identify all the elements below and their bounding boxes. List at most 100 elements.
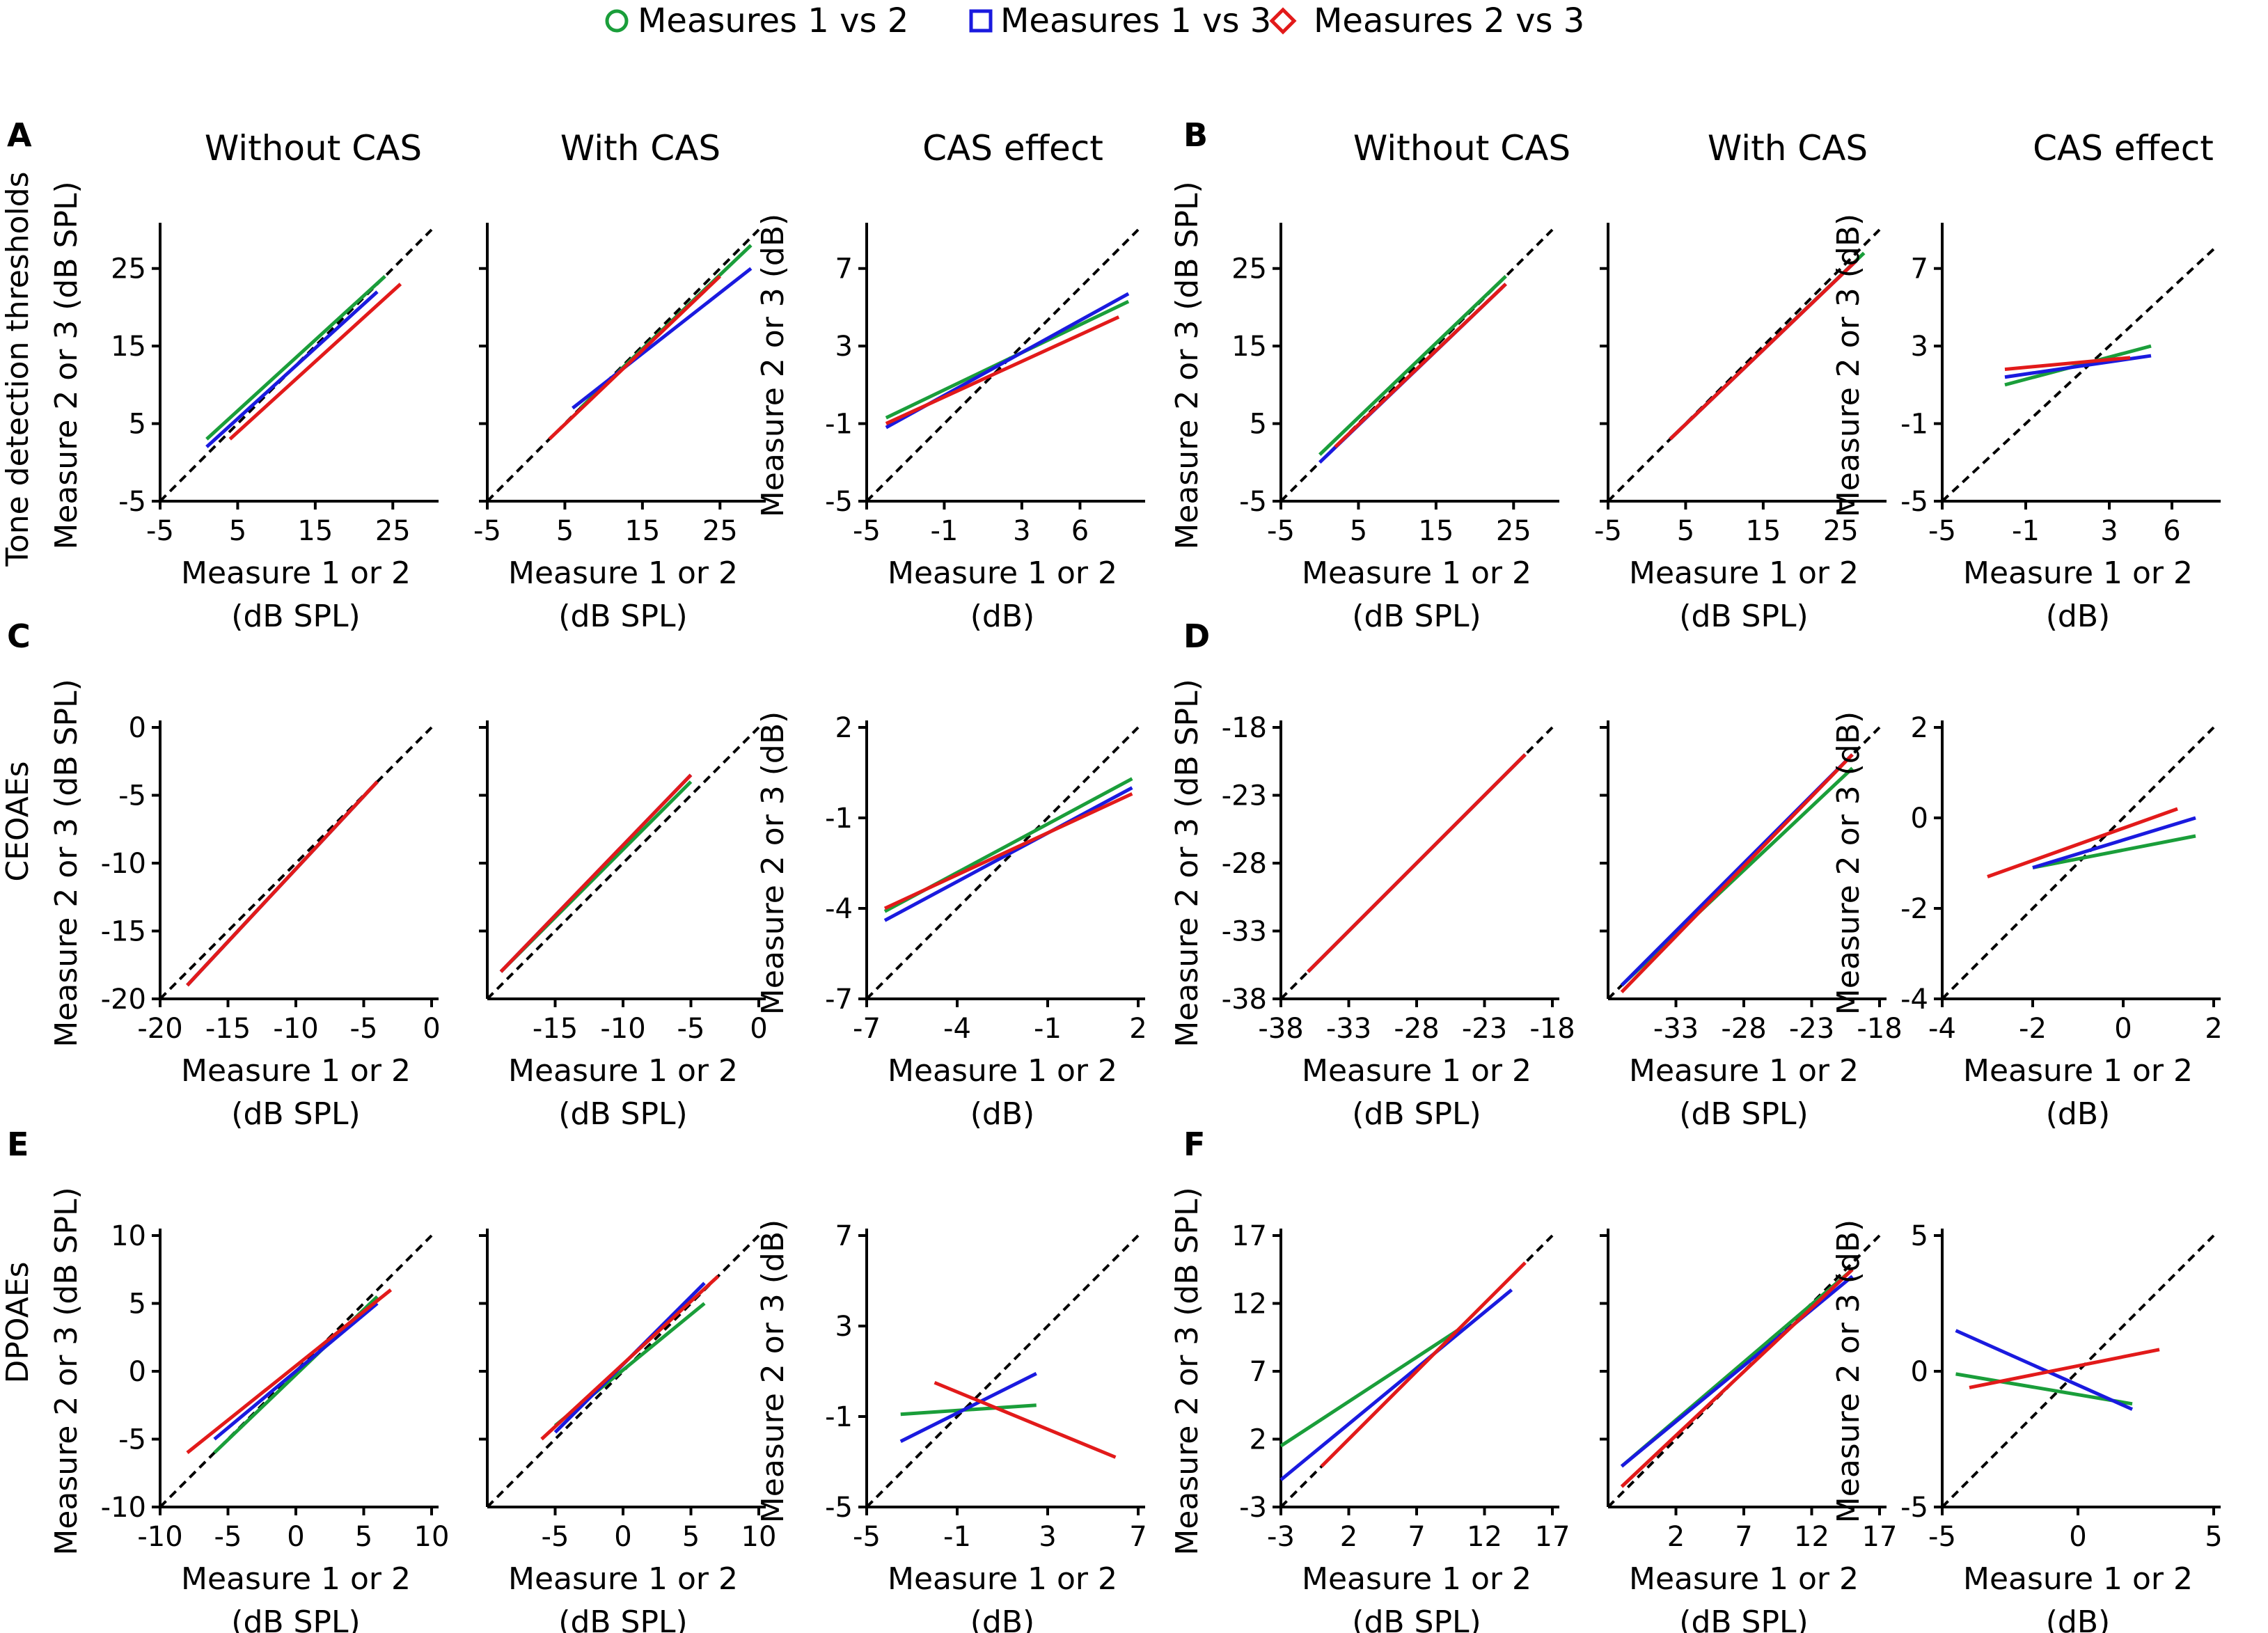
x-tick-label: -4 [1928,1013,1956,1045]
x-tick-label: 17 [1862,1521,1898,1553]
x-tick-label: 2 [1340,1521,1357,1553]
y-tick-label: 15 [1231,331,1267,363]
fit-line [885,315,1120,425]
x-axis-unit: (dB SPL) [1679,1096,1808,1132]
x-tick-label: 25 [1823,515,1859,547]
panel-label-e: E [7,1126,29,1163]
identity-line [1607,1234,1881,1508]
x-tick-label: 15 [1745,515,1781,547]
y-tick-label: -18 [1222,712,1267,744]
y-tick-label: -10 [101,848,146,880]
x-tick-label: 5 [229,515,246,547]
column-title: CAS effect [2033,128,2214,168]
fit-line [1669,259,1858,441]
identity-line [486,1234,760,1508]
identity-line [865,228,1140,503]
y-tick-label: 7 [835,1220,853,1252]
y-tick-label: 5 [1250,409,1267,441]
identity-line [1941,1234,2215,1508]
x-tick-label: -5 [1928,515,1956,547]
y-tick-label: 0 [1911,1356,1928,1388]
identity-line [1941,248,2215,503]
panel-label-d: D [1183,617,1210,655]
legend-label: Measures 1 vs 2 [638,1,908,40]
y-tick-label: -5 [1900,1492,1928,1524]
y-tick-label: 15 [111,331,146,363]
x-tick-label: 10 [741,1521,777,1553]
y-axis-label: Measure 2 or 3 (dB SPL) [1170,1187,1205,1555]
x-tick-label: -3 [1267,1521,1295,1553]
fit-line [1955,1372,2133,1406]
fit-line [2004,356,2131,372]
x-tick-label: 2 [1667,1521,1685,1553]
y-tick-label: 0 [129,1356,146,1388]
x-axis-unit: (dB SPL) [231,1096,360,1132]
x-tick-label: 3 [1013,515,1030,547]
x-axis-unit: (dB SPL) [1352,599,1481,634]
y-tick-label: -23 [1222,780,1267,812]
x-tick-label: 6 [2163,515,2180,547]
x-axis-label: Measure 1 or 2 [508,555,738,591]
x-tick-label: 12 [1794,1521,1829,1553]
panel-e3: -5 -1 3 7 -5 -1 3 7 Measure 1 or 2 (dB) Measure 2 … [755,1220,1147,1633]
x-tick-label: 15 [1418,515,1454,547]
panel-b1: -5 5 15 25 -5 5 15 25 Measure 1 or 2 (dB SPL) Meas… [1170,181,1559,634]
x-axis-label: Measure 1 or 2 [1302,1053,1531,1089]
fit-line [1620,753,1854,993]
y-tick-label: 0 [1911,803,1928,835]
x-tick-label: -5 [146,515,174,547]
y-axis-label: Measure 2 or 3 (dB) [755,1220,791,1523]
x-tick-label: -5 [1267,515,1295,547]
x-axis-unit: (dB) [970,1604,1034,1633]
panel-a3: -5 -1 3 6 -5 -1 3 7 Measure 1 or 2 (dB) Measure 2 … [755,214,1145,634]
y-tick-label: -5 [825,1492,853,1524]
y-tick-label: 0 [129,712,146,744]
row-label: CEOAEs [0,761,36,881]
x-axis-label: Measure 1 or 2 [181,1053,411,1089]
y-tick-label: 5 [1911,1220,1928,1252]
fit-line [1318,275,1507,456]
legend-marker-square [969,9,993,33]
x-tick-label: -20 [137,1013,182,1045]
x-axis-label: Measure 1 or 2 [1302,1561,1531,1597]
fit-line [2032,834,2196,869]
x-axis-label: Measure 1 or 2 [508,1561,738,1597]
y-tick-label: -1 [1900,409,1928,441]
y-tick-label: -5 [118,780,146,812]
column-title: Without CAS [205,128,422,168]
x-tick-label: -1 [1034,1013,1062,1045]
column-title: With CAS [560,128,720,168]
fit-line [2032,816,2196,869]
x-axis-label: Measure 1 or 2 [1302,555,1531,591]
y-axis-label: Measure 2 or 3 (dB SPL) [49,181,84,549]
fit-line [205,275,386,441]
y-tick-label: -5 [825,486,853,518]
x-tick-label: 25 [702,515,738,547]
column-title: CAS effect [922,128,1103,168]
legend-label: Measures 2 vs 3 [1314,1,1584,40]
x-tick-label: -5 [350,1013,378,1045]
y-tick-label: -1 [825,409,853,441]
x-tick-label: -18 [1529,1013,1575,1045]
fit-line [548,275,722,441]
y-axis-label: Measure 2 or 3 (dB SPL) [1170,679,1205,1047]
x-tick-label: 5 [1350,515,1367,547]
y-axis-label: Measure 2 or 3 (dB SPL) [1170,181,1205,549]
legend-marker-diamond [1269,7,1297,35]
fit-line [205,290,379,448]
x-tick-label: 0 [423,1013,440,1045]
y-tick-label: 2 [1911,712,1928,744]
x-tick-label: 5 [682,1521,700,1553]
y-tick-label: 7 [1911,253,1928,285]
panel-label-c: C [7,617,31,655]
y-tick-label: 3 [835,1311,853,1343]
x-tick-label: 5 [556,515,574,547]
x-tick-label: -10 [600,1013,645,1045]
fit-line [572,267,753,410]
x-axis-unit: (dB SPL) [231,599,360,634]
x-tick-label: -1 [930,515,958,547]
x-axis-label: Measure 1 or 2 [888,555,1117,591]
legend-marker-circle [605,9,629,33]
